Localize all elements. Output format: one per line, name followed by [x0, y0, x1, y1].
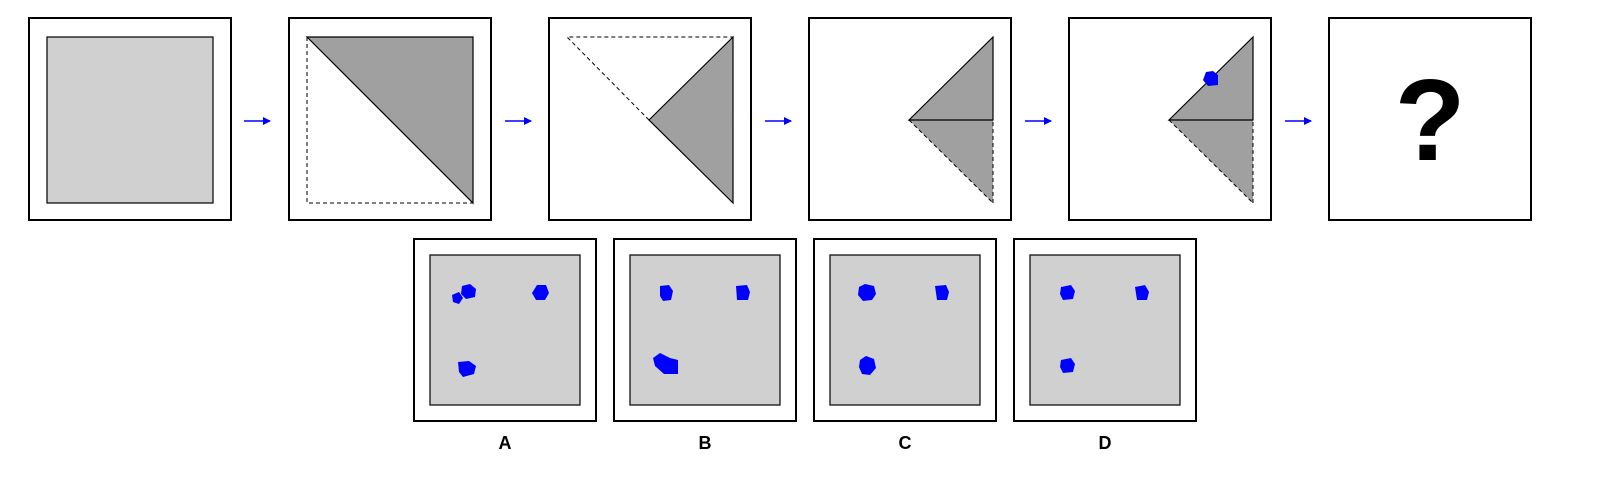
hole	[736, 285, 750, 300]
hole	[660, 285, 673, 301]
option-label: B	[699, 433, 712, 453]
hole	[458, 361, 476, 377]
folded-triangle	[305, 36, 474, 205]
option-label: A	[499, 433, 512, 453]
punched-hole	[1203, 71, 1218, 86]
step-4-folded-third	[808, 17, 1012, 221]
option-label: C	[899, 433, 912, 453]
hole	[461, 284, 476, 299]
step-1-unfolded-square	[28, 17, 232, 221]
option-a[interactable]: A	[413, 238, 597, 453]
step-6-question: ?	[1328, 17, 1532, 221]
step-2-folded-diagonal	[288, 17, 492, 221]
hole	[858, 284, 876, 301]
hole	[653, 353, 678, 374]
option-label: D	[1099, 433, 1112, 453]
previous-fold-outline	[565, 36, 733, 121]
hole	[1060, 285, 1075, 300]
hole	[935, 285, 949, 300]
hole	[1060, 358, 1075, 373]
folded-flap-outline	[306, 37, 473, 204]
question-mark: ?	[1395, 55, 1466, 185]
upper-folded-triangle	[907, 35, 994, 121]
hole	[1135, 285, 1149, 300]
hole	[452, 292, 463, 304]
step-5-punched	[1068, 17, 1272, 221]
option-b[interactable]: B	[613, 238, 797, 453]
paper-square	[46, 36, 214, 204]
hole	[859, 356, 876, 375]
hole	[532, 285, 549, 300]
option-c[interactable]: C	[813, 238, 997, 453]
step-3-folded-second	[548, 17, 752, 221]
option-d[interactable]: D	[1013, 238, 1197, 453]
folded-triangle	[648, 35, 734, 205]
